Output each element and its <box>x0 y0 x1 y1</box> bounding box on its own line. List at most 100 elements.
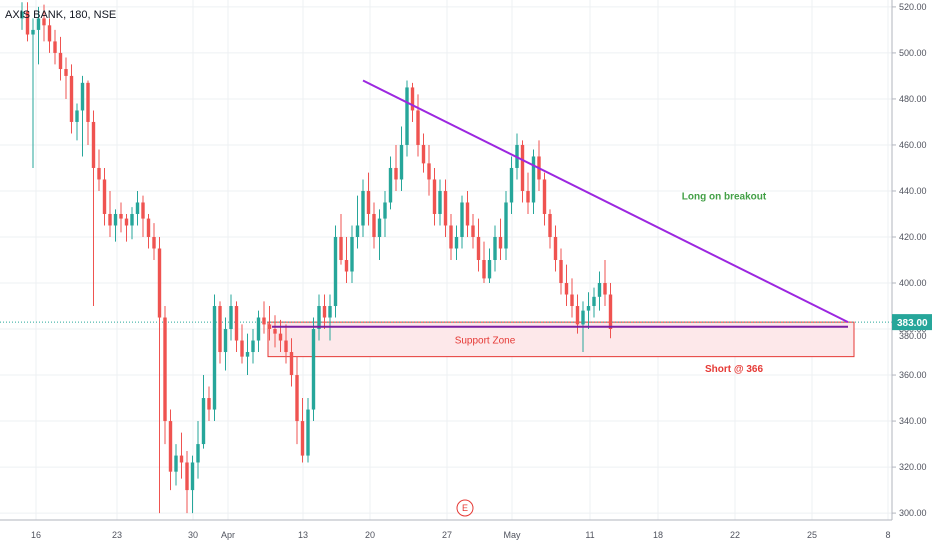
candle-body <box>273 329 277 334</box>
candle-body <box>564 283 569 295</box>
time-tick-label: 13 <box>298 530 308 540</box>
support-zone-label: Support Zone <box>455 335 516 346</box>
time-tick-label: 18 <box>653 530 663 540</box>
candle-body <box>344 260 349 272</box>
candle-body <box>284 340 288 353</box>
event-marker-circle[interactable] <box>456 499 474 517</box>
price-tick-label: 500.00 <box>899 48 927 58</box>
candle-body <box>339 236 343 260</box>
candle-body <box>366 190 371 214</box>
time-tick-label: 27 <box>442 530 452 540</box>
candle-body <box>300 421 305 456</box>
candle-body <box>399 144 404 180</box>
candle-body <box>608 294 613 330</box>
time-tick-label: 16 <box>31 530 41 540</box>
chart-grid <box>0 0 892 520</box>
candle-body <box>592 296 596 307</box>
price-tick-label-partial: 380.00 <box>899 331 927 341</box>
candle-body <box>207 398 211 410</box>
candles-layer <box>20 2 613 514</box>
candle-body <box>163 317 167 422</box>
candle-body <box>289 352 294 376</box>
candle-body <box>174 455 178 472</box>
candle-body <box>146 218 151 237</box>
candle-body <box>69 75 74 122</box>
candle-body <box>526 190 530 203</box>
candle-body <box>152 236 156 249</box>
candle-body <box>124 218 129 226</box>
candle-body <box>493 236 497 260</box>
candle-body <box>190 462 195 491</box>
candle-body <box>42 18 46 26</box>
candle-body <box>108 213 112 226</box>
candle-body <box>465 202 470 226</box>
candle-body <box>482 260 486 279</box>
candle-body <box>201 398 206 445</box>
price-axis[interactable]: 300.00 320.00 340.00 360.00 380.00 400.00 420.… <box>891 0 932 550</box>
candle-body <box>355 225 360 237</box>
candle-body <box>361 190 365 226</box>
candle-body <box>542 179 547 214</box>
candle-body <box>141 202 145 219</box>
candle-body <box>267 324 272 330</box>
candle-body <box>245 352 250 357</box>
candle-body <box>31 29 35 35</box>
price-tick-label: 300.00 <box>899 508 927 518</box>
candle-body <box>75 110 79 122</box>
time-tick-label: 25 <box>807 530 817 540</box>
candle-body <box>20 11 24 19</box>
candle-body <box>86 82 90 122</box>
candle-body <box>58 52 63 70</box>
descending-trendline <box>362 79 849 324</box>
time-tick-label: 20 <box>365 530 375 540</box>
candle-body <box>471 225 475 237</box>
price-tick-label: 460.00 <box>899 140 927 150</box>
candle-body <box>234 306 239 341</box>
time-axis[interactable]: 16 23 30 Apr 13 20 27 May 11 18 22 25 8 <box>0 519 932 550</box>
candle-body <box>438 190 442 214</box>
candle-body <box>350 236 354 272</box>
candle-body <box>185 462 189 491</box>
time-axis-background <box>0 520 932 550</box>
candle-body <box>372 213 376 237</box>
candle-body <box>311 329 316 410</box>
candle-body <box>295 375 299 422</box>
candle-body <box>196 444 200 463</box>
candle-body <box>383 202 387 219</box>
candle-body <box>394 167 398 180</box>
candle-body <box>531 156 536 203</box>
candle-body <box>520 144 525 191</box>
candle-body <box>251 340 255 353</box>
candle-body <box>581 310 585 325</box>
candle-body <box>25 11 30 35</box>
candle-body <box>240 340 244 357</box>
candle-body <box>449 225 453 249</box>
earnings-event-marker[interactable]: E <box>456 499 474 517</box>
candle-body <box>36 18 41 30</box>
price-tick-label: 400.00 <box>899 278 927 288</box>
candle-body <box>102 179 107 214</box>
price-axis-background <box>892 0 932 550</box>
long-breakout-annotation: Long on breakout <box>682 192 767 203</box>
price-tick-label: 420.00 <box>899 232 927 242</box>
candle-body <box>553 236 558 260</box>
short-entry-annotation: Short @ 366 <box>705 364 764 375</box>
candle-body <box>212 306 217 410</box>
candle-body <box>597 283 602 297</box>
price-tick-label: 320.00 <box>899 462 927 472</box>
candle-body <box>487 260 492 279</box>
candle-body <box>256 317 261 341</box>
symbol-title: AXIS BANK, 180, NSE <box>5 9 117 21</box>
time-tick-label: 11 <box>585 530 594 540</box>
candle-body <box>80 82 85 111</box>
candle-body <box>498 236 503 249</box>
candle-body <box>322 306 327 318</box>
candle-body <box>64 69 68 76</box>
candle-body <box>262 317 266 325</box>
last-price-tag-background <box>892 314 932 331</box>
candle-body <box>603 283 607 295</box>
last-price-tag: 383.00 <box>892 314 932 331</box>
event-marker-label[interactable]: E <box>462 503 468 513</box>
last-price-tag-label: 383.00 <box>897 318 928 329</box>
